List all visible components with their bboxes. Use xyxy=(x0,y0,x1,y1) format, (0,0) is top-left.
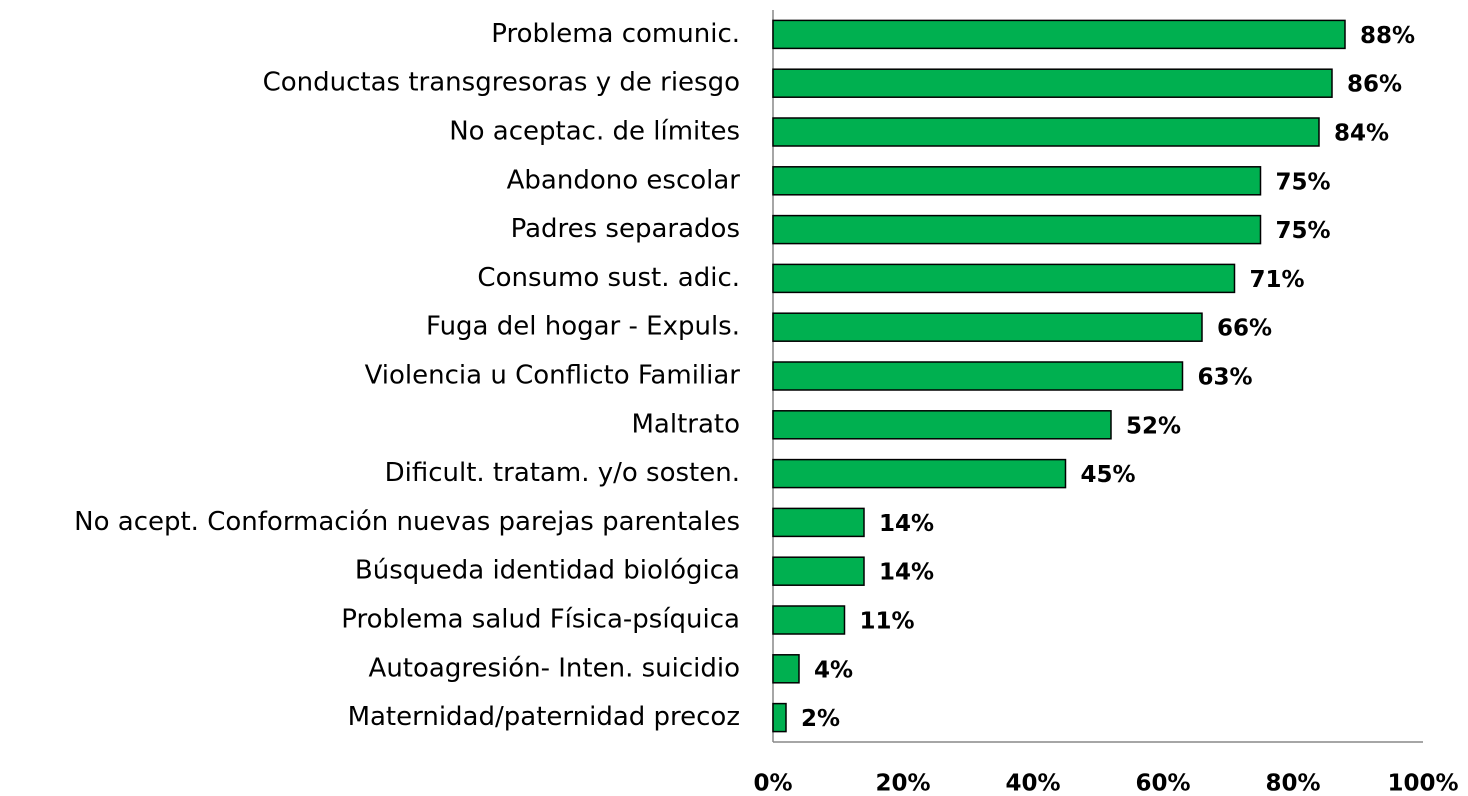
bar xyxy=(772,166,1262,196)
y-tick-label: No aceptac. de límites xyxy=(449,117,740,147)
data-label: 84% xyxy=(1334,121,1389,147)
x-tick-label: 0% xyxy=(753,771,792,796)
bar xyxy=(772,68,1333,98)
y-tick-label: Problema comunic. xyxy=(491,19,740,49)
y-tick-label: Consumo sust. adic. xyxy=(477,263,740,293)
data-label: 75% xyxy=(1276,218,1331,244)
data-label: 66% xyxy=(1217,316,1272,342)
bar xyxy=(772,263,1236,294)
data-label: 2% xyxy=(801,706,840,732)
bar xyxy=(772,117,1320,147)
data-label: 11% xyxy=(860,609,915,635)
data-label: 14% xyxy=(879,511,934,537)
data-label: 88% xyxy=(1360,23,1415,49)
y-tick-label: Fuga del hogar - Expuls. xyxy=(426,312,740,342)
bar xyxy=(772,410,1112,440)
y-tick-label: Conductas transgresoras y de riesgo xyxy=(263,68,740,98)
y-tick-label: Maltrato xyxy=(631,409,740,439)
data-label: 52% xyxy=(1126,413,1181,439)
y-tick-label: Búsqueda identidad biológica xyxy=(355,556,740,586)
x-tick-label: 20% xyxy=(875,771,930,796)
data-label: 4% xyxy=(814,657,853,683)
bar xyxy=(772,361,1184,391)
bar xyxy=(772,654,800,684)
bar xyxy=(772,605,846,635)
y-tick-label: Dificult. tratam. y/o sosten. xyxy=(385,458,740,488)
bar xyxy=(772,507,865,538)
bar xyxy=(772,458,1067,489)
y-tick-label: Autoagresión- Inten. suicidio xyxy=(369,653,740,683)
data-label: 45% xyxy=(1081,462,1136,488)
data-label: 86% xyxy=(1347,72,1402,98)
y-tick-label: Maternidad/paternidad precoz xyxy=(348,702,740,732)
y-tick-label: Padres separados xyxy=(511,214,740,244)
x-tick-label: 80% xyxy=(1265,771,1320,796)
y-tick-label: Problema salud Física-psíquica xyxy=(341,605,740,635)
x-tick-label: 100% xyxy=(1387,771,1458,796)
data-label: 71% xyxy=(1250,267,1305,293)
y-tick-label: No acept. Conformación nuevas parejas pa… xyxy=(74,507,740,537)
x-tick-label: 60% xyxy=(1135,771,1190,796)
data-label: 75% xyxy=(1276,169,1331,195)
x-tick-label: 40% xyxy=(1005,771,1060,796)
data-label: 14% xyxy=(879,560,934,586)
y-tick-label: Abandono escolar xyxy=(507,165,741,195)
bar xyxy=(772,556,865,586)
bar xyxy=(772,19,1346,50)
bar xyxy=(772,214,1262,245)
bar xyxy=(772,312,1203,342)
bar xyxy=(772,702,787,733)
data-label: 63% xyxy=(1198,365,1253,391)
y-tick-label: Violencia u Conflicto Familiar xyxy=(365,361,741,391)
